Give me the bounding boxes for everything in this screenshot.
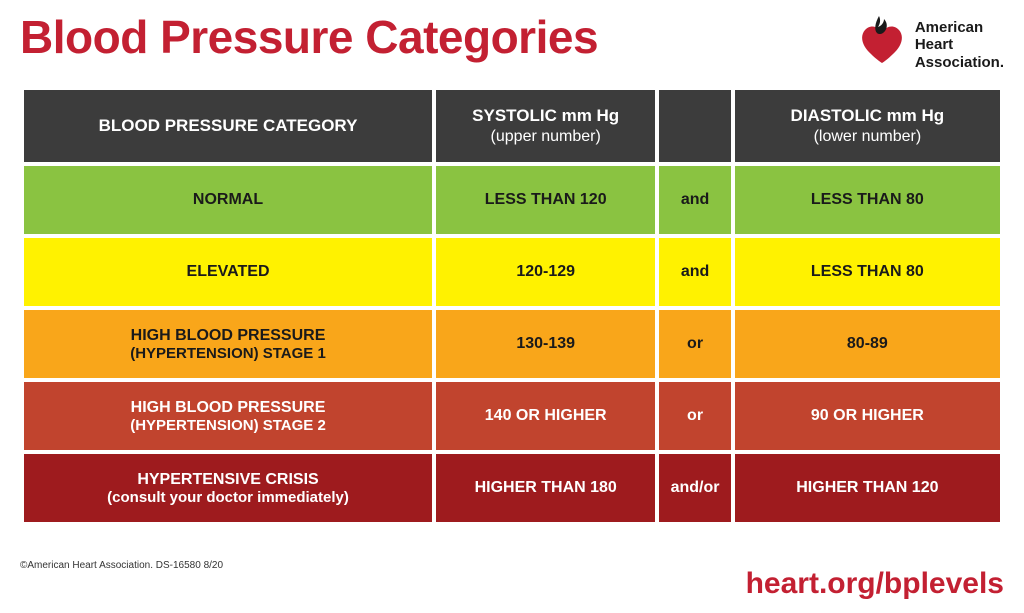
aha-logo: American Heart Association.	[859, 10, 1004, 74]
cell-diastolic: 90 OR HIGHER	[735, 382, 1000, 450]
cell-category: HIGH BLOOD PRESSURE(HYPERTENSION) STAGE …	[24, 382, 432, 450]
category-sub: (HYPERTENSION) STAGE 2	[34, 417, 422, 434]
header-blank	[659, 90, 730, 162]
cell-diastolic: LESS THAN 80	[735, 166, 1000, 234]
table-row: HIGH BLOOD PRESSURE(HYPERTENSION) STAGE …	[24, 382, 1000, 450]
category-name: NORMAL	[193, 191, 263, 208]
heart-torch-icon	[859, 16, 905, 74]
cell-conjunction: and	[659, 238, 730, 306]
cell-diastolic: LESS THAN 80	[735, 238, 1000, 306]
cell-conjunction: or	[659, 382, 730, 450]
table-row: HYPERTENSIVE CRISIS(consult your doctor …	[24, 454, 1000, 522]
logo-line-1: American	[915, 19, 1004, 36]
table-row: HIGH BLOOD PRESSURE(HYPERTENSION) STAGE …	[24, 310, 1000, 378]
cell-conjunction: and/or	[659, 454, 730, 522]
cell-conjunction: and	[659, 166, 730, 234]
header-category: BLOOD PRESSURE CATEGORY	[24, 90, 432, 162]
cell-category: HIGH BLOOD PRESSURE(HYPERTENSION) STAGE …	[24, 310, 432, 378]
category-name: HIGH BLOOD PRESSURE	[131, 327, 326, 344]
table-row: NORMAL LESS THAN 120andLESS THAN 80	[24, 166, 1000, 234]
table-header-row: BLOOD PRESSURE CATEGORY SYSTOLIC mm Hg (…	[24, 90, 1000, 162]
cell-systolic: 130-139	[436, 310, 655, 378]
category-name: HYPERTENSIVE CRISIS	[137, 471, 318, 488]
logo-line-2: Heart	[915, 36, 1004, 53]
table-row: ELEVATED 120-129andLESS THAN 80	[24, 238, 1000, 306]
category-name: HIGH BLOOD PRESSURE	[131, 399, 326, 416]
logo-line-3: Association.	[915, 54, 1004, 71]
header-systolic: SYSTOLIC mm Hg (upper number)	[436, 90, 655, 162]
cell-systolic: 140 OR HIGHER	[436, 382, 655, 450]
page-title: Blood Pressure Categories	[20, 10, 598, 64]
category-sub: (HYPERTENSION) STAGE 1	[34, 345, 422, 362]
category-name: ELEVATED	[187, 263, 270, 280]
copyright-text: ©American Heart Association. DS-16580 8/…	[20, 560, 223, 571]
cell-category: NORMAL	[24, 166, 432, 234]
cell-systolic: 120-129	[436, 238, 655, 306]
cell-systolic: LESS THAN 120	[436, 166, 655, 234]
cell-systolic: HIGHER THAN 180	[436, 454, 655, 522]
cell-category: HYPERTENSIVE CRISIS(consult your doctor …	[24, 454, 432, 522]
bp-categories-table: BLOOD PRESSURE CATEGORY SYSTOLIC mm Hg (…	[20, 86, 1004, 526]
header-diastolic: DIASTOLIC mm Hg (lower number)	[735, 90, 1000, 162]
cell-diastolic: HIGHER THAN 120	[735, 454, 1000, 522]
cell-diastolic: 80-89	[735, 310, 1000, 378]
cell-category: ELEVATED	[24, 238, 432, 306]
category-sub: (consult your doctor immediately)	[34, 489, 422, 506]
link-text: heart.org/bplevels	[746, 567, 1004, 601]
cell-conjunction: or	[659, 310, 730, 378]
